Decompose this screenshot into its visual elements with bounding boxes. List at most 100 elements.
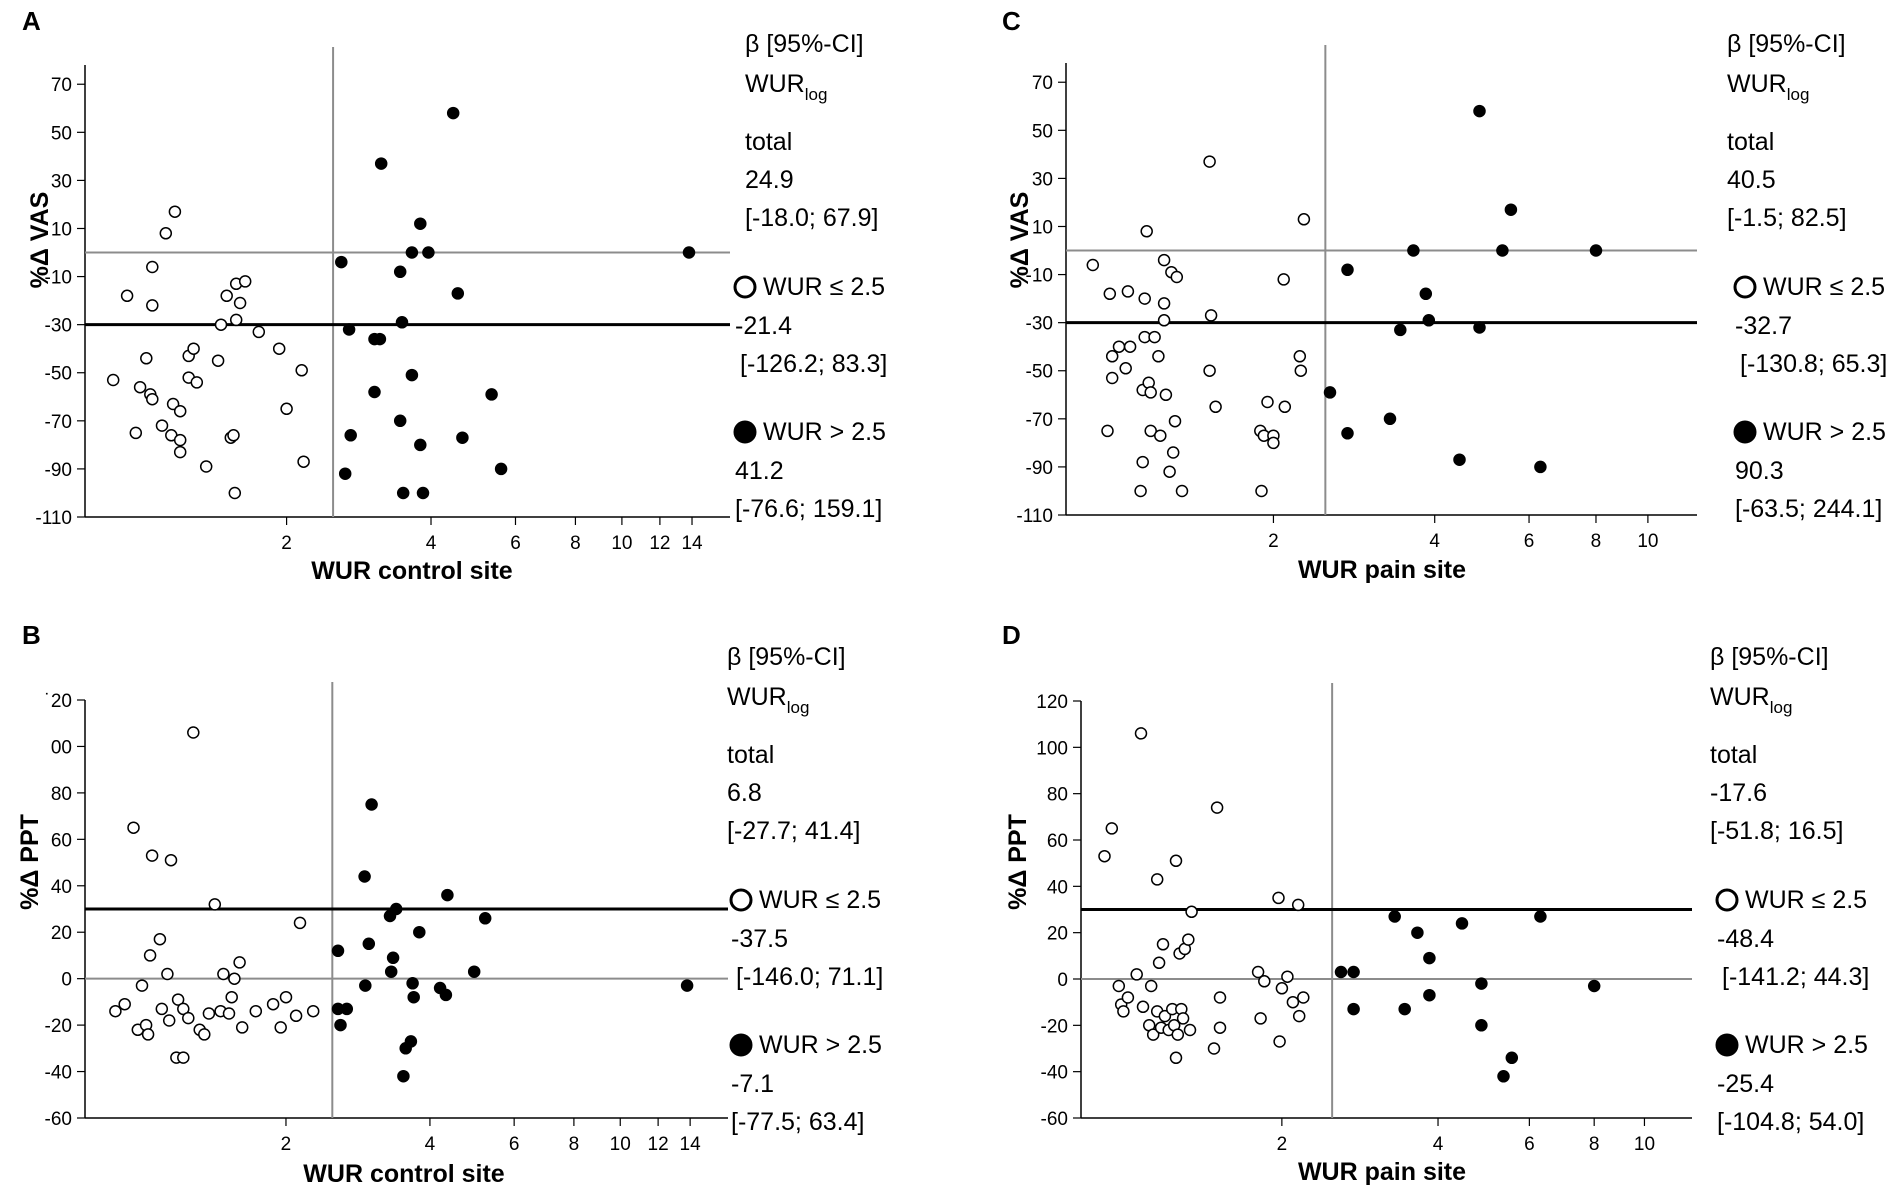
x-tick-label: 6 [1524,531,1535,552]
series-wur-low [1098,727,1310,1065]
point-open [141,1028,155,1041]
point-open [118,997,131,1011]
point-open [1134,727,1148,740]
point-open [1213,991,1227,1004]
y-tick-label: 100 [1036,738,1068,759]
point-open [1121,285,1135,298]
group-name: WUR ≤ 2.5 [759,886,881,914]
point-open [1152,956,1166,970]
x-tick-label: 2 [281,1134,292,1155]
group-name: WUR > 2.5 [763,418,886,446]
point-open [140,352,153,365]
point-filled [331,944,345,958]
series-wur-high [1323,104,1603,474]
point-filled [494,462,508,476]
point-open [187,726,200,739]
point-open [217,967,230,981]
point-open [1159,388,1173,402]
point-open [1171,1028,1185,1041]
y-tick-label: 80 [1047,785,1068,806]
point-filled [467,965,481,978]
group-beta: -37.5 [731,925,788,953]
point-open [1130,968,1143,981]
point-filled [342,323,356,336]
point-filled [338,467,352,480]
point-open [1182,933,1195,946]
y-tick-label: 60 [51,830,72,851]
point-open [1112,340,1126,353]
panel-letter: A [22,6,41,36]
group-ci: [-126.2; 83.3] [740,350,887,378]
point-filled [344,429,357,442]
legend-filled-marker [729,1033,753,1057]
y-tick-label: 0 [1057,970,1068,991]
point-filled [1423,988,1436,1002]
y-tick-label: 40 [1047,877,1068,898]
point-filled [1383,412,1397,426]
point-open [145,849,159,862]
group-ci: [-130.8; 65.3] [1740,350,1887,378]
point-filled [384,965,398,978]
point-filled [1411,926,1424,939]
y-tick-label: 80 [51,784,72,805]
point-open [1275,982,1289,995]
point-open [1169,1051,1183,1065]
x-tick-label: 8 [1589,1134,1600,1155]
point-open [155,419,169,432]
point-filled [407,990,420,1004]
legend-filled-marker [733,420,757,444]
group-ci: [-104.8; 54.0] [1717,1108,1864,1136]
y-tick-label: -40 [45,1063,72,1084]
point-open [295,364,308,377]
point-open [1154,429,1167,442]
x-tick-label: 2 [1277,1134,1288,1155]
point-open [306,1004,320,1018]
point-open [146,299,159,312]
group-beta: 41.2 [735,457,784,485]
y-tick-label: 30 [1032,169,1053,190]
point-open [1121,991,1135,1004]
point-filled [439,988,453,1002]
legend-filled-marker [1733,420,1757,444]
y-axis-label: %Δ VAS [26,192,54,289]
stats-subheading: WURlog [1727,70,1809,104]
group-ci: [-77.5; 63.4] [731,1108,864,1136]
y-axis-label: %Δ PPT [1004,814,1032,910]
point-open [1183,1023,1197,1037]
point-open [293,916,307,930]
point-filled [446,106,460,120]
point-open [133,380,147,394]
point-open [1203,364,1216,377]
point-open [1185,905,1198,919]
point-open [162,1014,176,1027]
point-open [1123,340,1137,353]
point-open [1157,314,1171,327]
point-filled [405,246,419,259]
point-open [289,1009,303,1023]
point-filled [395,316,409,329]
group-name: WUR > 2.5 [759,1031,882,1059]
point-filled [389,902,403,916]
point-open [1168,414,1182,428]
point-open [1136,455,1149,469]
point-filled [386,951,400,965]
point-open [1105,822,1119,835]
group-beta: 40.5 [1727,166,1776,194]
point-open [177,1051,190,1064]
legend-filled-marker [1715,1033,1739,1057]
point-open [155,1002,169,1016]
point-open [1213,1021,1227,1034]
point-filled [1473,104,1486,118]
x-tick-label: 6 [509,1134,520,1155]
point-open [1157,297,1171,310]
point-filled [1323,386,1337,399]
point-open [1293,350,1307,363]
y-tick-label: -70 [1026,410,1053,431]
point-open [266,997,280,1011]
point-open [1156,938,1170,951]
group-beta: -25.4 [1717,1070,1774,1098]
group-ci: [-27.7; 41.4] [727,817,860,845]
point-open [1207,1042,1221,1055]
stats-heading: β [95%-CI] [1710,643,1829,671]
stats-heading: β [95%-CI] [745,30,864,58]
